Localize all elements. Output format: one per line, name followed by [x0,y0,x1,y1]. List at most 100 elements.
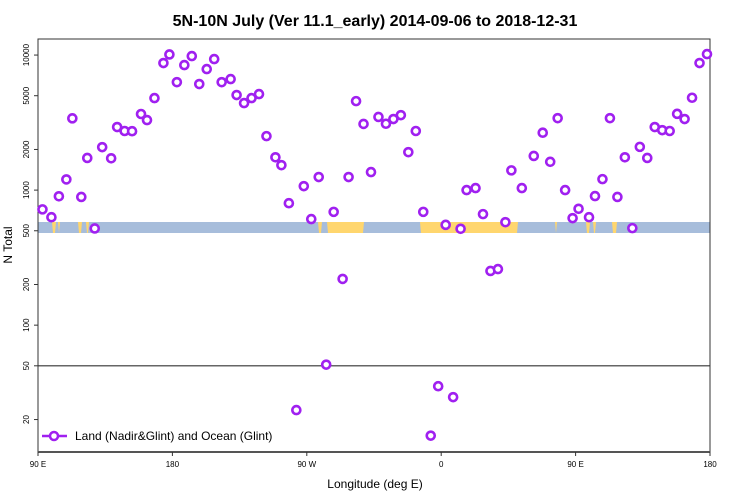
data-point [604,112,616,124]
data-point [544,156,556,168]
data-point [589,190,601,202]
y-tick-label: 2000 [22,140,31,158]
land-shape [86,222,89,233]
data-point [447,391,459,403]
land-shape [612,222,617,233]
y-tick-label: 1000 [22,181,31,199]
data-point [305,213,317,225]
land-shape [327,222,364,233]
data-point [641,152,653,164]
data-point [179,59,190,71]
data-point [373,111,384,123]
land-shape [555,222,557,233]
data-point [238,97,250,109]
data-point [61,174,72,185]
data-point [76,191,87,203]
y-ticks: 10000 5000 2000 1000 500 200 100 50 20 [22,43,38,424]
data-point [164,49,175,60]
data-point [365,166,377,178]
data-point [679,113,690,125]
land-shape [586,222,590,233]
y-tick-label: 500 [22,224,31,238]
chart-title: 5N-10N July (Ver 11.1_early) 2014-09-06 … [173,13,578,30]
data-point [186,50,198,62]
data-point [380,118,392,130]
land-shape [52,222,56,233]
data-point [701,48,713,60]
plot-frame [37,38,711,453]
y-axis-label: N Total [1,226,15,263]
data-point [141,114,153,126]
data-point [477,208,489,220]
data-point [492,263,504,275]
data-point [283,197,295,209]
x-tick-label: 90 W [297,460,316,469]
data-point [461,184,472,196]
x-ticks: 90 E 180 90 W 0 90 E 180 [30,452,717,469]
data-point [358,118,369,130]
data-point [337,273,348,285]
data-point [53,190,65,202]
data-point [89,223,101,234]
data-point [328,206,339,218]
y-tick-label: 50 [22,361,31,370]
data-point [201,63,213,75]
data-point [270,151,281,163]
x-tick-label: 180 [166,460,180,469]
data-point [528,150,540,162]
legend-label: Land (Nadir&Glint) and Ocean (Glint) [75,429,272,443]
data-point [225,73,236,85]
y-tick-label: 100 [22,318,31,332]
data-point [37,204,48,215]
data-point [537,127,549,139]
data-point [559,184,571,196]
data-point [671,108,683,120]
data-point [231,89,242,101]
data-point [216,76,227,88]
data-point [425,430,437,441]
land-shape [593,222,596,233]
data-point [417,206,429,218]
data-point [320,359,332,370]
data-point [573,203,584,215]
data-point [395,109,407,121]
data-point [246,92,257,104]
data-points [37,48,713,441]
ocean-band [38,222,710,233]
data-point [470,182,481,194]
land-shape [58,222,60,233]
map-strip [38,222,710,233]
data-point [158,57,169,69]
x-axis-label: Longitude (deg E) [327,477,422,491]
data-point [291,404,302,416]
land-shape [78,222,82,233]
x-tick-label: 90 E [567,460,583,469]
legend-marker [48,430,60,442]
data-point [506,165,517,176]
data-point [634,141,646,153]
data-point [171,76,183,88]
data-point [343,171,354,183]
data-point [627,222,638,234]
x-tick-label: 180 [703,460,717,469]
data-point [96,141,108,153]
y-tick-label: 5000 [22,86,31,104]
data-point [597,173,608,185]
data-point [440,219,451,231]
data-point [612,191,623,203]
data-point [261,130,272,142]
y-tick-label: 10000 [22,43,31,66]
data-point [126,125,138,137]
data-point [350,95,362,107]
data-point [552,112,563,124]
data-point [664,125,675,137]
data-point [67,113,78,124]
data-point [313,171,325,183]
data-point [276,159,287,171]
data-point [694,57,705,69]
data-point [253,88,265,100]
data-point [403,146,414,158]
data-point [410,125,422,137]
data-point [46,211,57,223]
